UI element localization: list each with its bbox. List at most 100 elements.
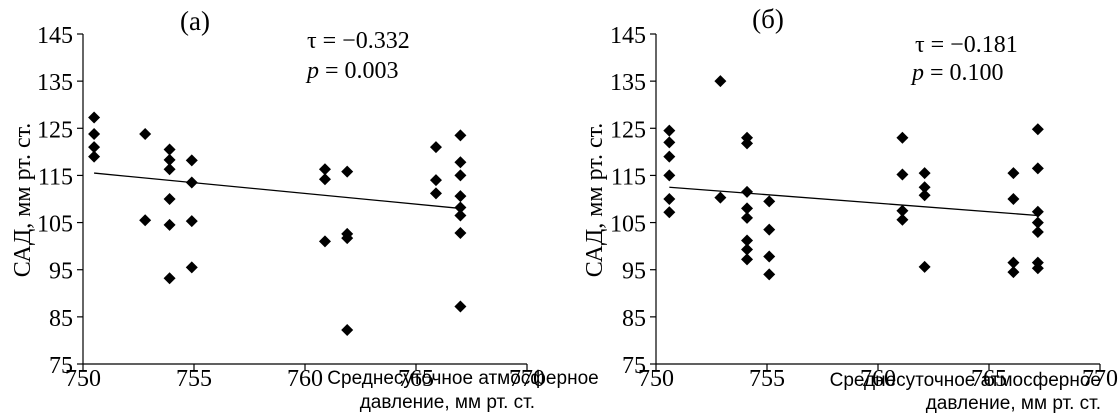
data-point — [163, 143, 176, 156]
data-point — [741, 211, 754, 224]
panel-b-p-value: = 0.100 — [924, 60, 1004, 86]
data-point — [454, 129, 467, 142]
data-point — [741, 185, 754, 198]
data-point — [763, 268, 776, 281]
panel-a-p-letter: p — [305, 58, 319, 84]
data-point — [318, 173, 331, 186]
data-point — [741, 234, 754, 247]
data-point — [139, 127, 152, 140]
panel-b-p-letter: p — [910, 60, 924, 86]
y-tick-label: 135 — [610, 70, 646, 96]
y-tick-label: 75 — [49, 353, 73, 379]
y-tick-label: 115 — [611, 164, 646, 190]
x-tick-label: 760 — [287, 366, 323, 392]
panel-b-points — [663, 75, 1044, 281]
y-tick-label: 95 — [622, 259, 646, 285]
y-tick-label: 135 — [37, 70, 73, 96]
trendline — [669, 186, 1038, 217]
data-point — [896, 204, 909, 217]
panel-b-p-stat: p = 0.100 — [910, 60, 1004, 86]
panel-a-p-stat: p = 0.003 — [305, 58, 399, 84]
data-point — [318, 163, 331, 176]
data-point — [741, 253, 754, 266]
chart-panel-a: 75 85 95 105 115 125 135 145 750 755 760 765 770 (а)… — [10, 6, 599, 413]
data-point — [741, 202, 754, 215]
x-tick-label: 750 — [65, 366, 101, 392]
data-point — [918, 260, 931, 273]
data-point — [185, 261, 198, 274]
data-point — [341, 232, 354, 245]
panel-b-label: (б) — [752, 4, 784, 34]
data-point — [1007, 167, 1020, 180]
data-point — [185, 154, 198, 167]
data-point — [1031, 205, 1044, 218]
y-tick-label: 75 — [622, 353, 646, 379]
panel-a-label: (а) — [180, 6, 210, 36]
data-point — [663, 206, 676, 219]
data-point — [663, 169, 676, 182]
data-point — [1031, 123, 1044, 136]
data-point — [663, 193, 676, 205]
data-point — [454, 201, 467, 214]
data-point — [454, 226, 467, 239]
data-point — [1007, 256, 1020, 269]
data-point — [454, 209, 467, 222]
data-point — [318, 235, 331, 248]
data-point — [163, 153, 176, 166]
data-point — [88, 111, 101, 124]
data-point — [454, 156, 467, 169]
data-point — [88, 127, 101, 140]
x-tick-label: 770 — [1082, 366, 1118, 392]
data-point — [185, 176, 198, 189]
data-point — [763, 250, 776, 263]
data-point — [896, 131, 909, 144]
data-point — [454, 300, 467, 313]
x-tick-label: 755 — [749, 366, 785, 392]
data-point — [1007, 193, 1020, 205]
panel-b-xlabel-line2: давление, мм рт. ст. — [926, 393, 1101, 414]
panel-b-ylabel: САД, мм рт. ст. — [582, 123, 608, 278]
data-point — [714, 191, 727, 204]
data-point — [429, 174, 442, 187]
panel-a-p-value: = 0.003 — [319, 58, 399, 84]
panel-b-xlabel-line1: Среднесуточное атмосферное — [830, 370, 1101, 391]
data-point — [454, 169, 467, 182]
data-point — [896, 168, 909, 181]
data-point — [454, 190, 467, 203]
panel-b-trendline-group — [669, 186, 1038, 217]
data-point — [918, 189, 931, 202]
panel-a-trendline-group — [94, 172, 461, 210]
y-tick-label: 105 — [610, 212, 646, 238]
y-tick-label: 145 — [37, 23, 73, 49]
data-point — [88, 150, 101, 163]
data-point — [1007, 266, 1020, 279]
data-point — [896, 213, 909, 226]
data-point — [429, 187, 442, 200]
y-tick-label: 145 — [610, 23, 646, 49]
data-point — [763, 223, 776, 236]
data-point — [763, 195, 776, 208]
x-tick-label: 770 — [509, 366, 545, 392]
panel-a-points — [88, 111, 467, 337]
data-point — [1031, 226, 1044, 238]
data-point — [163, 163, 176, 176]
panel-a-ylabel: САД, мм рт. ст. — [10, 123, 36, 278]
data-point — [139, 214, 152, 227]
data-point — [163, 193, 176, 205]
data-point — [341, 324, 354, 337]
x-tick-label: 765 — [398, 366, 434, 392]
data-point — [663, 150, 676, 163]
data-point — [1031, 162, 1044, 175]
y-tick-label: 125 — [37, 117, 73, 143]
x-tick-label: 765 — [971, 366, 1007, 392]
chart-panel-b: 75 85 95 105 115 125 135 145 750 755 760 765 770 (б)… — [582, 4, 1118, 414]
panel-a-tau: τ = −0.332 — [307, 28, 410, 54]
data-point — [1031, 216, 1044, 229]
data-point — [88, 141, 101, 154]
data-point — [741, 243, 754, 256]
x-tick-label: 755 — [176, 366, 212, 392]
data-point — [163, 272, 176, 285]
y-tick-label: 85 — [49, 306, 73, 332]
panel-a-xlabel-line2: давление, мм рт. ст. — [360, 392, 535, 413]
